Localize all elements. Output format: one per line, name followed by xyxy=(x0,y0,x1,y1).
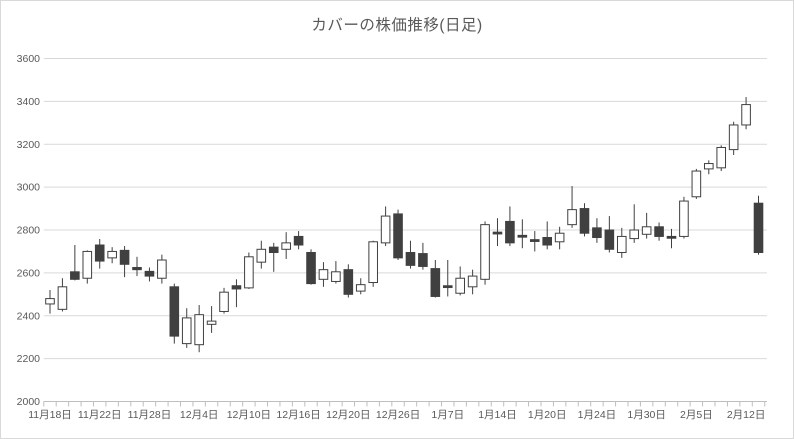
candle-up xyxy=(181,317,192,345)
x-tick-label: 11月22日 xyxy=(78,409,122,421)
candle-up xyxy=(256,248,267,263)
x-tick-label: 1月30日 xyxy=(627,409,666,421)
candle-up xyxy=(480,224,490,280)
candle-up xyxy=(641,226,652,235)
candle-up xyxy=(206,320,217,325)
x-tick-label: 2月5日 xyxy=(680,409,713,421)
candle-up xyxy=(567,209,577,226)
x-tick-label: 1月7日 xyxy=(431,409,464,421)
x-tick-label: 2月12日 xyxy=(727,409,766,421)
candle-up xyxy=(157,259,167,279)
x-tick-label: 12月10日 xyxy=(227,409,271,421)
candle-down xyxy=(579,208,590,234)
candle-down xyxy=(442,285,453,289)
candle-down xyxy=(604,229,615,250)
candle-up xyxy=(380,215,391,244)
candle-up xyxy=(728,124,739,151)
candle-down xyxy=(418,253,428,267)
y-tick-label: 2000 xyxy=(17,396,41,408)
candle-up xyxy=(629,229,640,240)
candle-down xyxy=(430,268,441,297)
candle-up xyxy=(194,314,204,346)
x-tick-label: 12月16日 xyxy=(276,409,320,421)
candle-up xyxy=(45,298,55,305)
candle-down xyxy=(293,235,304,246)
candle-up xyxy=(281,242,291,250)
candle-up xyxy=(679,200,689,237)
candle-up xyxy=(741,104,751,126)
candle-up xyxy=(554,232,565,243)
candle-down xyxy=(592,227,602,239)
candle-up xyxy=(467,275,478,288)
candle-up xyxy=(455,277,465,294)
candle-up xyxy=(355,284,366,292)
candle-up xyxy=(703,163,714,170)
y-tick-label: 3600 xyxy=(17,53,41,65)
candle-down xyxy=(393,213,403,259)
candle-down xyxy=(654,226,664,237)
candle-up xyxy=(331,271,341,282)
y-tick-label: 2800 xyxy=(17,225,41,237)
y-tick-label: 2200 xyxy=(17,353,41,365)
y-tick-label: 2600 xyxy=(17,267,41,279)
candle-down xyxy=(268,246,279,254)
x-tick-label: 1月14日 xyxy=(478,409,517,421)
candle-down xyxy=(144,270,155,277)
candle-down xyxy=(169,286,180,337)
candle-up xyxy=(318,269,329,280)
candle-up xyxy=(244,256,254,289)
candle-up xyxy=(529,239,540,242)
candle-up xyxy=(691,170,702,198)
y-tick-label: 3000 xyxy=(17,182,41,194)
candle-up xyxy=(107,250,117,259)
y-tick-label: 3400 xyxy=(17,96,41,108)
candle-down xyxy=(343,269,354,295)
candle-up xyxy=(616,235,627,254)
candle-down xyxy=(517,234,528,238)
x-tick-label: 1月24日 xyxy=(578,409,617,421)
y-tick-label: 2400 xyxy=(17,310,41,322)
candle-down xyxy=(542,237,553,246)
candle-down xyxy=(231,285,242,290)
x-tick-label: 1月20日 xyxy=(528,409,567,421)
candle-up xyxy=(57,286,68,310)
candle-up xyxy=(666,235,677,239)
y-tick-label: 3200 xyxy=(17,139,41,151)
candle-down xyxy=(505,220,515,244)
candle-down xyxy=(94,244,105,262)
candle-down xyxy=(492,231,503,235)
x-tick-label: 11月28日 xyxy=(128,409,172,421)
candle-down xyxy=(753,202,764,254)
x-tick-label: 12月20日 xyxy=(326,409,370,421)
candle-up xyxy=(82,250,93,279)
x-tick-label: 11月18日 xyxy=(28,409,72,421)
candle-down xyxy=(132,267,142,271)
candle-down xyxy=(70,271,80,280)
chart-title: カバーの株価推移(日足) xyxy=(311,17,483,34)
candle-down xyxy=(119,249,130,265)
candle-up xyxy=(716,146,727,169)
candle-down xyxy=(405,252,416,266)
x-tick-label: 12月4日 xyxy=(180,409,219,421)
candle-up xyxy=(219,291,229,312)
x-tick-label: 12月26日 xyxy=(376,409,420,421)
candle-up xyxy=(368,241,378,284)
candle-down xyxy=(306,252,316,285)
